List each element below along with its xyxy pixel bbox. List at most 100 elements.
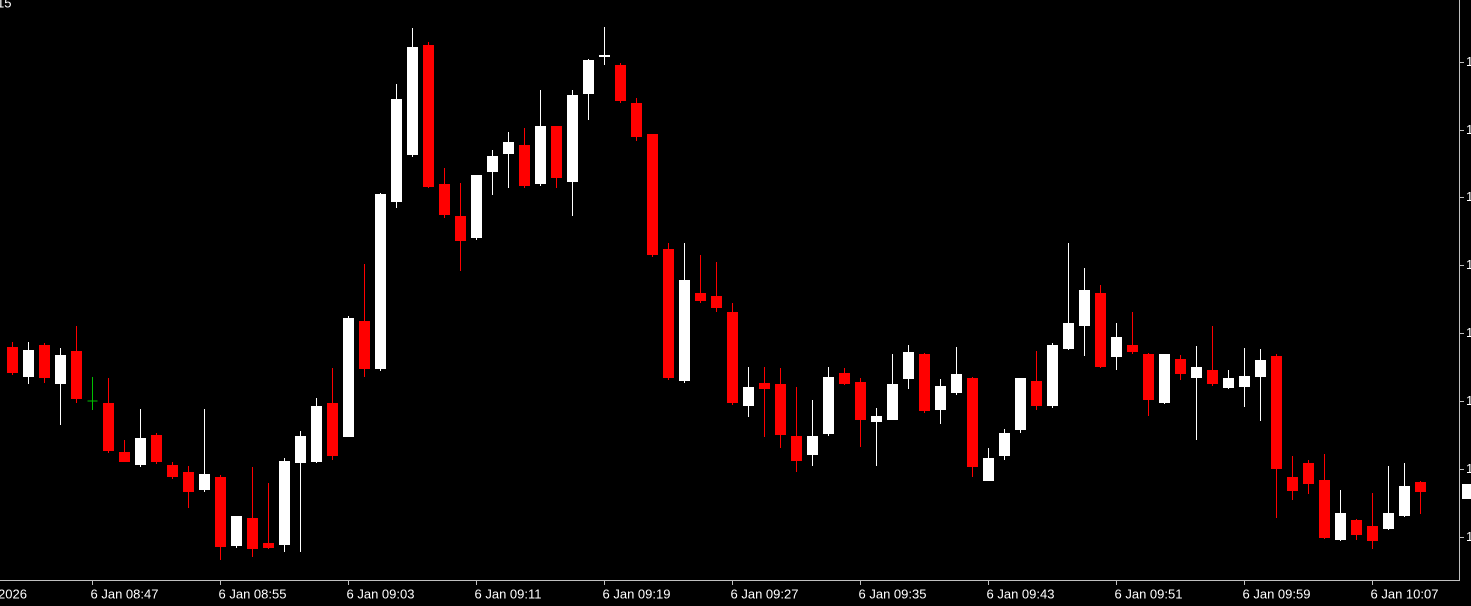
candle-body (759, 383, 770, 389)
candle-body (999, 433, 1010, 456)
y-tick-label: 1 (1466, 122, 1471, 137)
candle-body (983, 458, 994, 481)
candle-body (119, 452, 130, 462)
candle-body (1271, 356, 1282, 469)
candle-body (1351, 520, 1362, 535)
y-tick-label: 1 (1466, 325, 1471, 340)
candle-body (1415, 482, 1426, 492)
x-tick-label: 6 Jan 09:27 (731, 586, 799, 601)
candle-body (327, 403, 338, 456)
candle-body (503, 142, 514, 154)
candle-body (855, 382, 866, 420)
candle-body (71, 351, 82, 399)
candle-body (1175, 359, 1186, 374)
candle-body (407, 47, 418, 155)
y-tick-label: 1 (1466, 257, 1471, 272)
candle-body (679, 280, 690, 381)
y-tick-label: 1 (1466, 393, 1471, 408)
candle-body (455, 216, 466, 241)
candle-body (423, 45, 434, 187)
x-tick-label: 6 Jan 08:55 (219, 586, 287, 601)
corner-label: 15 (0, 0, 11, 10)
candle-body (167, 465, 178, 477)
candle-body (247, 518, 258, 549)
candle-body (615, 65, 626, 101)
candle-body (695, 293, 706, 301)
y-tick-label: 1 (1466, 461, 1471, 476)
candle-body (199, 474, 210, 490)
candle-body (1015, 378, 1026, 430)
candle-body (391, 99, 402, 202)
x-tick-label: 6 Jan 09:43 (987, 586, 1055, 601)
candle-body (1383, 513, 1394, 529)
candle-body (1191, 367, 1202, 378)
candle-body (375, 194, 386, 369)
y-tick-label: 1 (1466, 529, 1471, 544)
x-tick-label: 6 Jan 09:35 (859, 586, 927, 601)
candle-body (1047, 345, 1058, 406)
x-tick-label: 6 Jan 09:51 (1115, 586, 1183, 601)
x-tick-label: 6 Jan 08:47 (91, 586, 159, 601)
candle-body (535, 126, 546, 184)
candle-body (1223, 378, 1234, 388)
y-tick-label: 1 (1466, 189, 1471, 204)
candle-body (887, 384, 898, 420)
candle-body (647, 134, 658, 255)
candle-body (263, 543, 274, 548)
candle-body (7, 347, 18, 373)
x-edge-label: 2026 (0, 586, 27, 601)
candle-body (183, 472, 194, 492)
candle-body (39, 345, 50, 378)
candle-body (743, 387, 754, 406)
candle-body (727, 312, 738, 403)
candle-body (1207, 370, 1218, 384)
candle-body (439, 184, 450, 215)
candle-body (519, 145, 530, 186)
candle-body (1063, 323, 1074, 349)
candle-body (823, 377, 834, 434)
candle-body (967, 378, 978, 467)
x-tick-label: 6 Jan 09:19 (603, 586, 671, 601)
candle-body (279, 461, 290, 545)
candle-body (1239, 376, 1250, 387)
candle-body (295, 436, 306, 463)
x-tick-label: 6 Jan 09:03 (347, 586, 415, 601)
candle-body (215, 477, 226, 547)
candle-body (631, 103, 642, 137)
candle-body (1287, 477, 1298, 491)
candle-body (711, 296, 722, 308)
candle-body (1319, 480, 1330, 538)
y-tick-label: 1 (1466, 54, 1471, 69)
candle-body (1031, 381, 1042, 406)
candle-body (103, 403, 114, 451)
candle-body (1367, 526, 1378, 541)
candle-body (55, 355, 66, 384)
candle-body (135, 438, 146, 465)
candle-body (1079, 290, 1090, 326)
candle-body (487, 156, 498, 172)
candle-body (151, 435, 162, 462)
candle-body (935, 386, 946, 410)
candle-body (775, 384, 786, 435)
candle-body (919, 354, 930, 411)
x-tick-label: 6 Jan 10:07 (1371, 586, 1439, 601)
candle-body (1159, 354, 1170, 403)
candle-body (231, 516, 242, 546)
candle-body (23, 350, 34, 377)
candle-body (1399, 486, 1410, 516)
candle-body (871, 416, 882, 422)
candle-body (839, 373, 850, 384)
candle-body (791, 436, 802, 461)
candle-body (567, 95, 578, 182)
candle-body (1127, 345, 1138, 352)
candle-body (663, 249, 674, 378)
price-marker (1462, 484, 1471, 499)
candle-body (311, 406, 322, 462)
candle-body (599, 55, 610, 57)
candle-body (359, 321, 370, 369)
x-tick-label: 6 Jan 09:59 (1243, 586, 1311, 601)
candle-body (471, 175, 482, 238)
x-tick-label: 6 Jan 09:11 (475, 586, 542, 601)
candle-body (583, 60, 594, 94)
